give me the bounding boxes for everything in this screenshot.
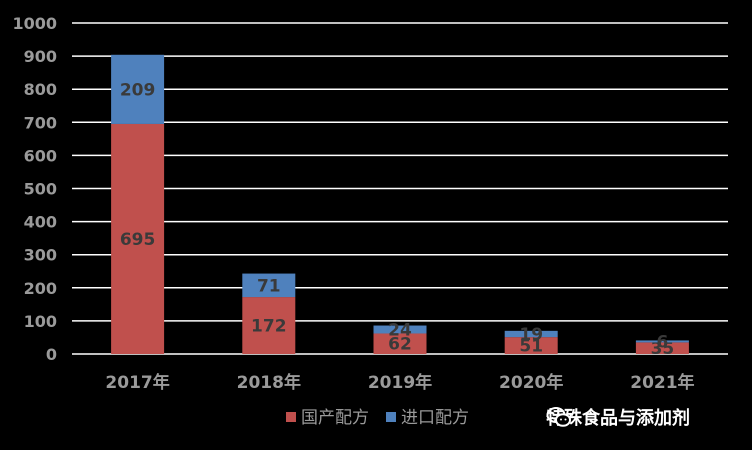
bar-domestic-1 (242, 297, 296, 354)
x-tick-label: 2020年 (499, 372, 563, 393)
legend-label: 国产配方 (301, 408, 369, 428)
y-tick-label: 200 (24, 279, 57, 298)
bar-domestic-2 (373, 333, 427, 354)
y-tick-label: 100 (24, 312, 57, 331)
legend-swatch-1 (386, 412, 396, 422)
y-tick-label: 800 (24, 80, 57, 99)
data-label: 695 (120, 230, 156, 250)
y-tick-label: 500 (24, 180, 57, 199)
wechat-icon (546, 407, 571, 427)
legend-label: 进口配方 (401, 408, 469, 428)
data-label: 62 (388, 335, 412, 355)
data-label: 71 (257, 276, 281, 296)
y-tick-label: 900 (24, 47, 57, 66)
y-tick-label: 300 (24, 246, 57, 265)
bar-domestic-3 (504, 337, 558, 354)
data-label: 35 (651, 339, 675, 359)
x-tick-label: 2019年 (368, 372, 432, 393)
x-tick-label: 2018年 (237, 372, 301, 393)
bar-imported-1 (242, 273, 296, 298)
data-label: 209 (120, 80, 156, 100)
data-label: 6 (656, 332, 668, 352)
watermark-text: 特殊食品与添加剂 (546, 408, 690, 429)
data-label: 19 (519, 325, 543, 345)
data-label: 172 (251, 317, 287, 337)
y-tick-label: 0 (46, 345, 57, 364)
y-tick-label: 1000 (12, 14, 57, 33)
legend-swatch-0 (286, 412, 296, 422)
x-tick-label: 2021年 (630, 372, 694, 393)
y-tick-label: 400 (24, 213, 57, 232)
bar-imported-0 (111, 54, 165, 124)
bar-imported-4 (635, 340, 689, 343)
x-tick-label: 2017年 (105, 372, 169, 393)
data-label: 51 (519, 337, 543, 357)
watermark: 特殊食品与添加剂 (546, 404, 690, 430)
data-label: 24 (388, 321, 412, 341)
bar-domestic-4 (635, 342, 689, 354)
y-tick-label: 600 (24, 146, 57, 165)
bar-imported-2 (373, 325, 427, 334)
bar-imported-3 (504, 330, 558, 338)
bar-domestic-0 (111, 123, 165, 354)
y-tick-label: 700 (24, 113, 57, 132)
